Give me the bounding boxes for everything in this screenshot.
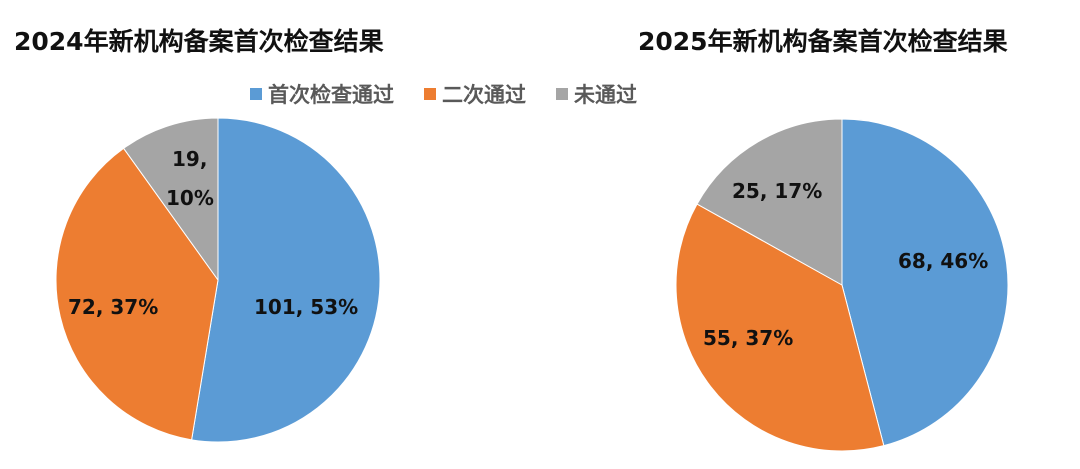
label-2025-first-pass: 68, 46% (898, 249, 988, 273)
legend-label: 未通过 (574, 83, 637, 107)
legend-swatch-gray (556, 88, 568, 100)
legend-label: 首次检查通过 (268, 83, 394, 107)
label-2025-failed: 25, 17% (732, 179, 822, 203)
legend-swatch-orange (424, 88, 436, 100)
label-2024-first-pass: 101, 53% (254, 295, 358, 319)
label-2024-failed-line2: 10% (166, 186, 214, 210)
pie-slice (191, 117, 381, 443)
legend-label: 二次通过 (442, 83, 526, 107)
pie-2024 (55, 117, 381, 443)
label-2024-failed-line1: 19, (172, 147, 207, 171)
label-2025-second-pass: 55, 37% (703, 326, 793, 350)
pie-slice (55, 147, 219, 441)
pie-2025 (675, 118, 1009, 452)
label-2024-second-pass: 72, 37% (68, 295, 158, 319)
pie-slice (122, 117, 219, 282)
pie-slice (696, 118, 843, 286)
legend-item-second-pass: 二次通过 (424, 79, 526, 109)
legend-item-failed: 未通过 (556, 79, 637, 109)
legend: 首次检查通过 二次通过 未通过 (250, 79, 637, 109)
pie-slice (675, 203, 885, 452)
pie-slice (841, 118, 1009, 447)
legend-swatch-blue (250, 88, 262, 100)
legend-item-first-pass: 首次检查通过 (250, 79, 394, 109)
chart-title-2025: 2025年新机构备案首次检查结果 (638, 27, 1008, 56)
chart-title-2024: 2024年新机构备案首次检查结果 (14, 27, 384, 56)
